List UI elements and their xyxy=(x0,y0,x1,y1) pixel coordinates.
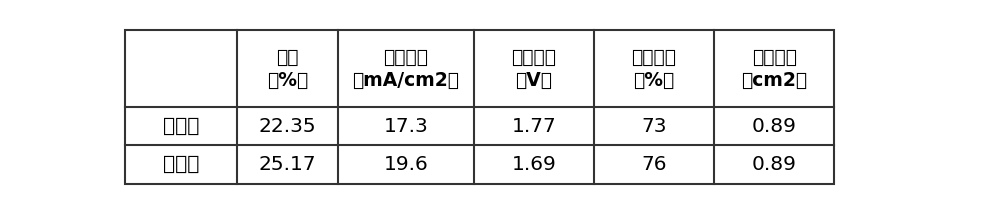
Text: 22.35: 22.35 xyxy=(259,117,317,136)
Text: 25.17: 25.17 xyxy=(259,155,317,174)
Text: 效率
（%）: 效率 （%） xyxy=(267,47,308,90)
Text: 76: 76 xyxy=(641,155,667,174)
Text: 1.77: 1.77 xyxy=(511,117,556,136)
Text: 开路电压
（V）: 开路电压 （V） xyxy=(511,47,556,90)
Text: 0.89: 0.89 xyxy=(752,117,796,136)
Text: 73: 73 xyxy=(641,117,667,136)
Text: 对比例: 对比例 xyxy=(163,117,199,136)
Text: 17.3: 17.3 xyxy=(384,117,428,136)
Text: 测试面积
（cm2）: 测试面积 （cm2） xyxy=(741,47,807,90)
Text: 实施例: 实施例 xyxy=(163,155,199,174)
Text: 19.6: 19.6 xyxy=(384,155,428,174)
Text: 1.69: 1.69 xyxy=(511,155,556,174)
Text: 填充因子
（%）: 填充因子 （%） xyxy=(631,47,676,90)
Text: 0.89: 0.89 xyxy=(752,155,796,174)
Text: 电流密度
（mA/cm2）: 电流密度 （mA/cm2） xyxy=(352,47,459,90)
